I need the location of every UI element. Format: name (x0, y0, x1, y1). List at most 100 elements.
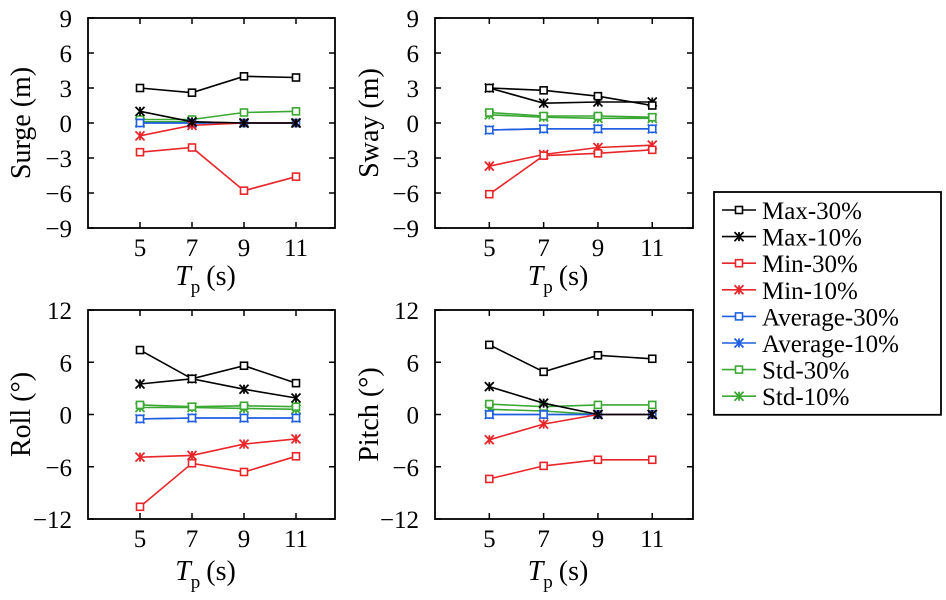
legend-marker (734, 205, 744, 215)
data-point (186, 116, 198, 127)
data-point (134, 130, 146, 141)
legend-marker (734, 365, 744, 374)
legend-entry: Min-10% (722, 278, 858, 305)
series-Max-30% (135, 72, 301, 97)
data-point (187, 402, 197, 411)
series-line (489, 385, 653, 416)
series-Min-30% (485, 455, 657, 484)
series-Min-10% (134, 433, 302, 463)
series-Average-30% (485, 124, 657, 135)
data-point (647, 354, 657, 364)
data-point (485, 189, 494, 199)
legend-marker (733, 284, 745, 295)
series-line (139, 146, 297, 192)
xtick-label: 11 (640, 526, 664, 553)
data-point (238, 117, 250, 129)
xlabel-symbol: T (175, 556, 193, 587)
xlabel-pitch: Tp (s) (528, 556, 589, 593)
data-point (134, 106, 146, 117)
data-point (135, 118, 145, 128)
subplot-surge: −9 −6 −3 0 3 6 9 5 7 9 11 Surge (m) Tp (s) (6, 6, 336, 298)
data-point (291, 402, 301, 411)
ytick-label: 0 (407, 403, 420, 430)
legend-marker (734, 312, 744, 321)
data-point (538, 418, 549, 430)
data-point (290, 433, 302, 445)
series-Min-30% (135, 451, 301, 512)
data-point (539, 151, 548, 160)
xtick-label: 9 (592, 235, 605, 262)
ytick-label: 3 (60, 76, 73, 103)
ylabel-pitch: Pitch (°) (354, 367, 385, 461)
ytick-label: 6 (407, 350, 420, 377)
data-point (135, 414, 145, 424)
xlabel-subscript: p (543, 572, 553, 593)
ytick-label: 9 (407, 6, 420, 33)
xlabel-sway: Tp (s) (528, 261, 589, 298)
data-point (187, 143, 197, 152)
data-point (187, 458, 197, 468)
data-point (238, 384, 250, 395)
xtick-label: 9 (238, 526, 251, 553)
series-line (139, 349, 297, 384)
ytick-label: −12 (380, 507, 419, 534)
legend-box (713, 191, 942, 416)
legend-entry: Max-10% (722, 225, 862, 252)
legend-label: Average-30% (762, 304, 899, 331)
data-point (539, 111, 548, 121)
legend-marker (733, 391, 745, 402)
legend-entry: Max-30% (722, 198, 862, 225)
legend-label: Average-10% (762, 331, 899, 358)
data-point (187, 374, 197, 384)
data-point (135, 502, 145, 512)
data-point (647, 455, 657, 465)
xtick-label: 5 (134, 235, 147, 262)
ytick-label: 9 (60, 6, 73, 33)
legend-label: Min-30% (762, 251, 858, 278)
ytick-label: −6 (392, 181, 419, 208)
ytick-label: 0 (407, 111, 420, 138)
series-line (139, 122, 296, 137)
xtick-label: 11 (284, 526, 308, 553)
data-point (187, 88, 197, 97)
data-point (647, 112, 657, 122)
series-line (139, 377, 297, 399)
ytick-label: 6 (60, 41, 73, 68)
series-line (139, 417, 296, 420)
data-point (134, 378, 146, 390)
xtick-label: 7 (186, 526, 199, 553)
xlabel-roll: Tp (s) (175, 556, 236, 593)
data-point (485, 410, 494, 419)
xtick-label: 11 (284, 235, 308, 262)
series-Max-10% (484, 381, 658, 420)
data-point (239, 108, 249, 117)
ytick-label: −6 (392, 455, 419, 482)
series-line (489, 111, 653, 118)
data-point (485, 474, 494, 484)
series-Min-30% (135, 143, 301, 195)
xtick-label: 5 (483, 235, 496, 262)
xlabel-unit: (s) (206, 556, 236, 587)
data-point (239, 361, 249, 371)
xtick-label: 7 (186, 235, 199, 262)
series-Std-10% (484, 404, 658, 420)
data-point (485, 399, 494, 409)
ytick-label: −6 (45, 455, 72, 482)
data-point (485, 125, 494, 135)
data-point (239, 467, 249, 477)
series-Std-30% (135, 400, 301, 411)
xlabel-unit: (s) (559, 556, 589, 587)
data-point (290, 117, 302, 129)
data-point (539, 410, 548, 419)
data-point (291, 451, 301, 461)
data-point (239, 413, 249, 423)
xtick-label: 5 (134, 526, 147, 553)
ytick-label: 6 (407, 41, 420, 68)
legend-marker (733, 337, 745, 349)
xtick-label: 5 (483, 526, 496, 553)
series-line (489, 144, 653, 167)
data-point (484, 381, 495, 392)
ytick-label: −12 (33, 507, 72, 534)
series-line (489, 413, 653, 441)
